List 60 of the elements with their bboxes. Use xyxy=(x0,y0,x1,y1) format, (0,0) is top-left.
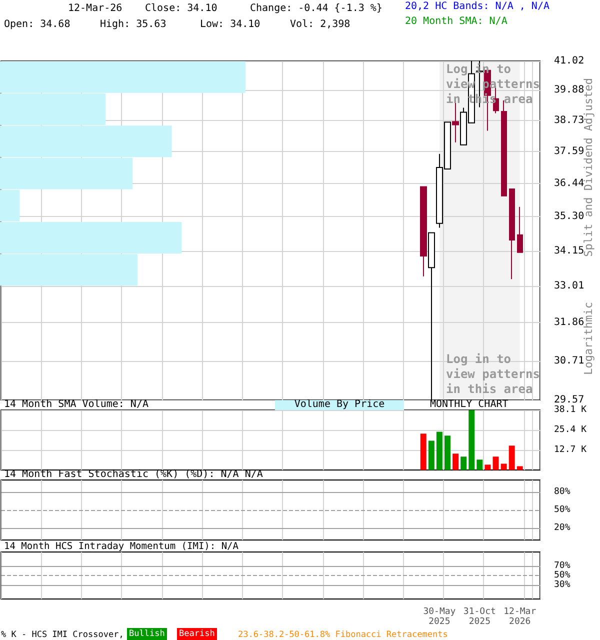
y-tick-label: 30.71 xyxy=(554,355,584,366)
annotation: MONTHLY CHART xyxy=(430,399,508,410)
bar xyxy=(428,440,434,470)
bar xyxy=(460,456,467,470)
y-tick-label: 70% xyxy=(554,561,571,572)
text: 20 Month SMA: N/A xyxy=(405,16,508,28)
highlighted-label: Volume By Price xyxy=(275,400,404,410)
bar xyxy=(436,432,442,470)
text: 12-Mar-26 xyxy=(68,3,122,15)
y-tick-label: 29.57 xyxy=(554,394,584,406)
bar xyxy=(468,410,475,470)
text: % K - HCS IMI Crossover, xyxy=(1,629,124,640)
candlestick xyxy=(420,186,427,277)
x-tick-label: 31-Oct 2025 xyxy=(463,607,496,627)
text: Open: 34.68 xyxy=(4,19,70,31)
candlestick xyxy=(517,206,523,253)
bar xyxy=(476,460,483,470)
y-tick-label: 25.4 K xyxy=(554,425,588,435)
text: Logarithmic xyxy=(582,302,595,375)
text: Low: 34.10 xyxy=(200,19,260,31)
y-tick-label: 35.30 xyxy=(554,211,584,222)
bar xyxy=(420,434,426,470)
y-tick-label: 50% xyxy=(554,505,571,515)
x-tick-label: 12-Mar 2026 xyxy=(504,607,537,627)
x-tick-label: 30-May 2025 xyxy=(423,607,456,627)
candlestick xyxy=(509,188,515,280)
highlighted-label: Bearish xyxy=(177,628,217,640)
y-tick-label: 31.86 xyxy=(554,317,584,328)
y-tick-label: 12.7 K xyxy=(554,445,588,455)
y-tick-label: 38.73 xyxy=(554,115,584,126)
y-tick-label: 33.01 xyxy=(554,280,584,292)
y-tick-label: 39.88 xyxy=(554,84,584,96)
y-tick-label: 20% xyxy=(554,523,571,533)
candlestick xyxy=(428,232,435,400)
highlighted-label: Bullish xyxy=(127,628,167,640)
bar xyxy=(516,466,523,470)
y-tick-label: 36.44 xyxy=(554,178,584,190)
bar xyxy=(508,446,515,470)
y-tick-label: 37.59 xyxy=(554,146,584,157)
bar xyxy=(492,456,499,470)
bar xyxy=(452,454,459,470)
chart-title: 14 Month HCS Intraday Momentum (IMI): N/A xyxy=(4,541,238,552)
text: 20,2 HC Bands: N/A , N/A xyxy=(405,1,550,13)
annotation: Log in to view patterns in this area xyxy=(446,352,541,397)
y-tick-label: 30% xyxy=(554,580,571,590)
text: Vol: 2,398 xyxy=(290,19,350,31)
text: Change: -0.44 {-1.3 %} xyxy=(250,3,382,15)
chart-title: 14 Month SMA Volume: N/A xyxy=(4,399,148,410)
y-tick-label: 41.02 xyxy=(554,56,584,66)
y-tick-label: 50% xyxy=(554,570,571,580)
y-tick-label: 80% xyxy=(554,487,571,497)
text: Close: 34.10 xyxy=(145,3,218,15)
text: 23.6-38.2-50-61.8% Fibonacci Retracements xyxy=(238,629,448,640)
bar xyxy=(484,464,491,470)
bar xyxy=(444,436,450,470)
bar xyxy=(500,464,507,470)
text: High: 35.63 xyxy=(100,19,166,31)
text: Split and Dividend Adjusted xyxy=(582,78,595,257)
y-tick-label: 34.15 xyxy=(554,245,584,256)
y-tick-label: 38.1 K xyxy=(554,405,588,415)
